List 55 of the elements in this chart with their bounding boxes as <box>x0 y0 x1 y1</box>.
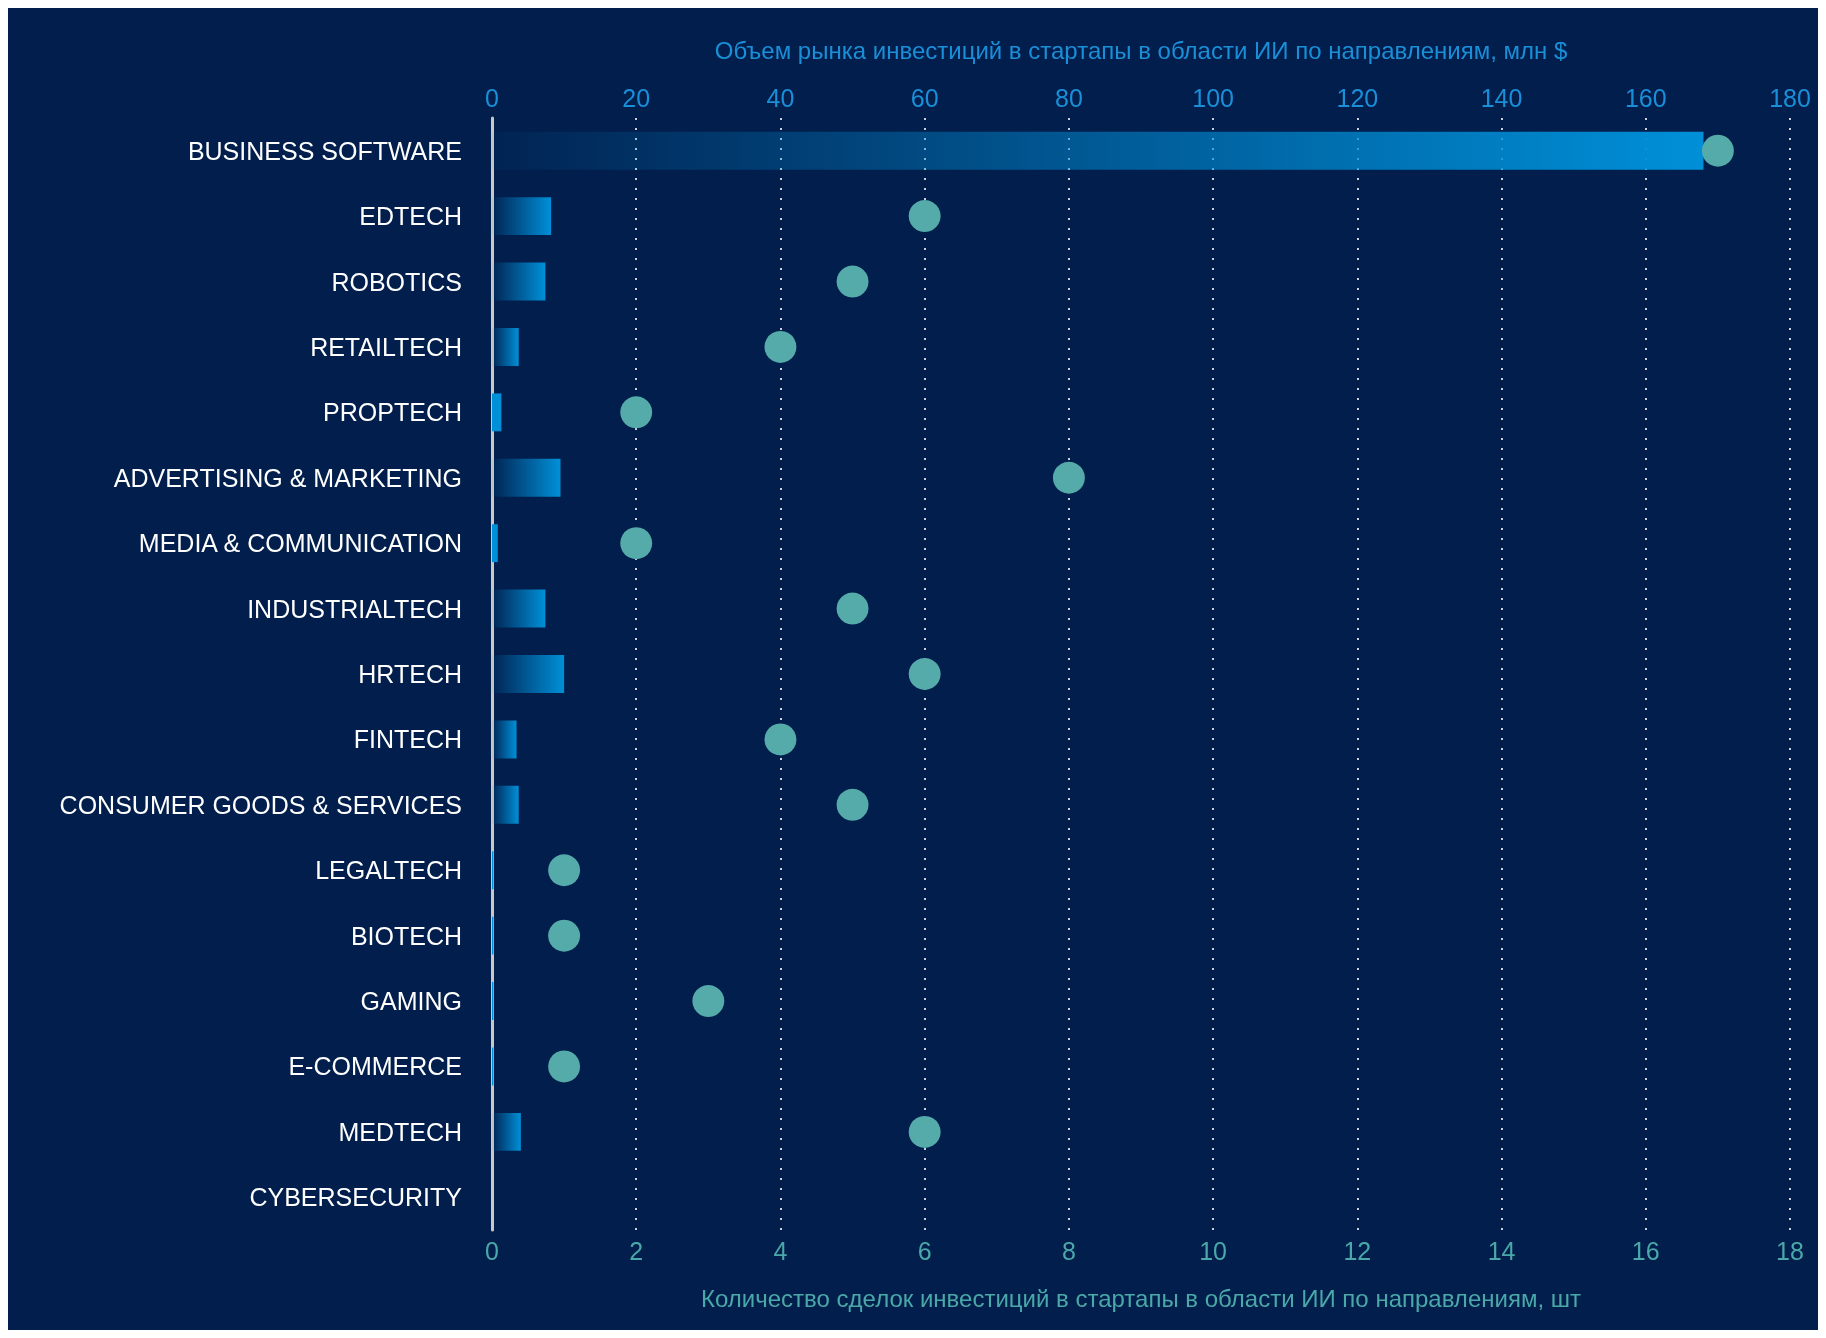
y-tick-label: MEDIA & COMMUNICATION <box>138 529 462 558</box>
point <box>908 200 941 233</box>
point <box>764 723 797 756</box>
y-tick-label: LEGALTECH <box>315 856 462 885</box>
x2-tick-label: 100 <box>1192 83 1234 112</box>
point <box>692 985 725 1018</box>
y-tick-label: GAMING <box>360 987 462 1016</box>
point <box>620 396 653 429</box>
y-tick-label: CONSUMER GOODS & SERVICES <box>59 790 462 819</box>
x2-tick-label: 0 <box>485 83 499 112</box>
x-axis-title: Количество сделок инвестиций в стартапы в области ИИ по направлениям, шт <box>701 1284 1581 1312</box>
point <box>836 265 869 298</box>
y-tick-label: HRTECH <box>358 660 462 688</box>
point <box>548 1050 581 1083</box>
x2-tick-label: 180 <box>1769 83 1811 112</box>
x-tick-label: 6 <box>917 1236 932 1265</box>
y-tick-label: ROBOTICS <box>331 267 462 296</box>
point <box>1052 461 1085 494</box>
point <box>548 919 581 952</box>
x2-tick-label: 80 <box>1054 83 1083 112</box>
y-tick-label: EDTECH <box>359 202 462 231</box>
point <box>764 330 797 363</box>
y-tick-label: MEDTECH <box>338 1117 462 1146</box>
x2-tick-label: 140 <box>1480 83 1523 112</box>
x2-tick-label: 20 <box>622 83 651 112</box>
point <box>836 592 869 625</box>
y-tick-label: FINTECH <box>353 725 462 754</box>
y-tick-label: CYBERSECURITY <box>249 1183 463 1212</box>
x-tick-label: 10 <box>1199 1236 1228 1265</box>
y-tick-label: INDUSTRIALTECH <box>247 594 462 623</box>
x-tick-label: 2 <box>629 1236 644 1265</box>
x2-axis-title: Объем рынка инвестиций в стартапы в области ИИ по направлениям, млн $ <box>714 36 1568 64</box>
x2-tick-label: 60 <box>910 83 939 112</box>
x-tick-label: 8 <box>1061 1236 1076 1265</box>
x-tick-label: 18 <box>1776 1236 1804 1265</box>
x-tick-label: 12 <box>1343 1236 1372 1265</box>
point <box>548 854 581 887</box>
x2-tick-label: 160 <box>1624 83 1667 112</box>
y-tick-label: BUSINESS SOFTWARE <box>187 136 462 165</box>
point <box>620 527 653 560</box>
y-tick-label: BIOTECH <box>350 921 462 950</box>
point <box>908 1115 941 1148</box>
y-tick-label: ADVERTISING & MARKETING <box>113 463 462 492</box>
y-tick-label: PROPTECH <box>323 398 462 427</box>
point <box>1701 134 1734 167</box>
y-tick-label: RETAILTECH <box>310 332 462 361</box>
x-tick-label: 16 <box>1631 1236 1660 1265</box>
x-tick-label: 4 <box>773 1236 788 1265</box>
x-tick-label: 0 <box>485 1236 499 1265</box>
x2-tick-label: 120 <box>1336 83 1379 112</box>
point <box>836 788 869 821</box>
y-tick-label: E-COMMERCE <box>288 1052 462 1081</box>
point <box>908 658 941 690</box>
x-tick-label: 14 <box>1487 1236 1516 1265</box>
x2-tick-label: 40 <box>766 83 795 112</box>
